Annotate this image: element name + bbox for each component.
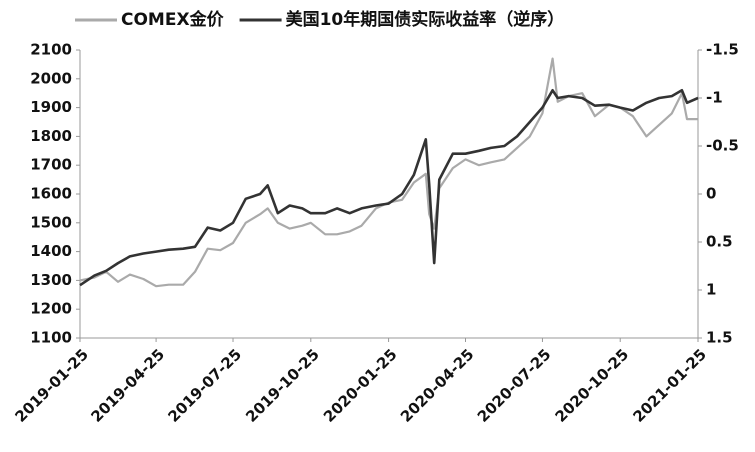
y2-tick-label: 1.5 [706, 329, 733, 347]
legend-label: 美国10年期国债实际收益率（逆序） [286, 9, 565, 30]
y-tick-label: 1900 [30, 98, 72, 116]
y-tick-label: 1100 [30, 329, 72, 347]
x-tick-label: 2020-04-25 [397, 345, 478, 426]
x-tick-label: 2020-10-25 [552, 345, 633, 426]
x-tick-label: 2020-01-25 [320, 345, 401, 426]
y2-tick-label: 0.5 [706, 233, 733, 251]
x-tick-label: 2019-01-25 [11, 345, 92, 426]
legend-label: COMEX金价 [121, 9, 225, 30]
y-tick-label: 1800 [30, 127, 72, 145]
y-tick-label: 1200 [30, 300, 72, 318]
x-tick-label: 2019-07-25 [164, 345, 245, 426]
y2-tick-label: -0.5 [706, 137, 739, 155]
y2-tick-label: 1 [706, 281, 716, 299]
y-tick-label: 2000 [30, 69, 72, 87]
y-tick-label: 2100 [30, 41, 72, 59]
x-tick-label: 2019-04-25 [88, 345, 169, 426]
series-line [79, 89, 699, 287]
x-tick-label: 2021-01-25 [629, 345, 710, 426]
y2-tick-label: 0 [706, 185, 716, 203]
y-tick-label: 1500 [30, 213, 72, 231]
y-tick-label: 1700 [30, 156, 72, 174]
y-tick-label: 1600 [30, 185, 72, 203]
series-line [79, 57, 698, 288]
y2-tick-label: -1 [706, 89, 723, 107]
x-tick-label: 2020-07-25 [474, 345, 555, 426]
y2-tick-label: -1.5 [706, 41, 739, 59]
y-tick-label: 1300 [30, 271, 72, 289]
x-tick-label: 2019-10-25 [242, 345, 323, 426]
y-tick-label: 1400 [30, 242, 72, 260]
